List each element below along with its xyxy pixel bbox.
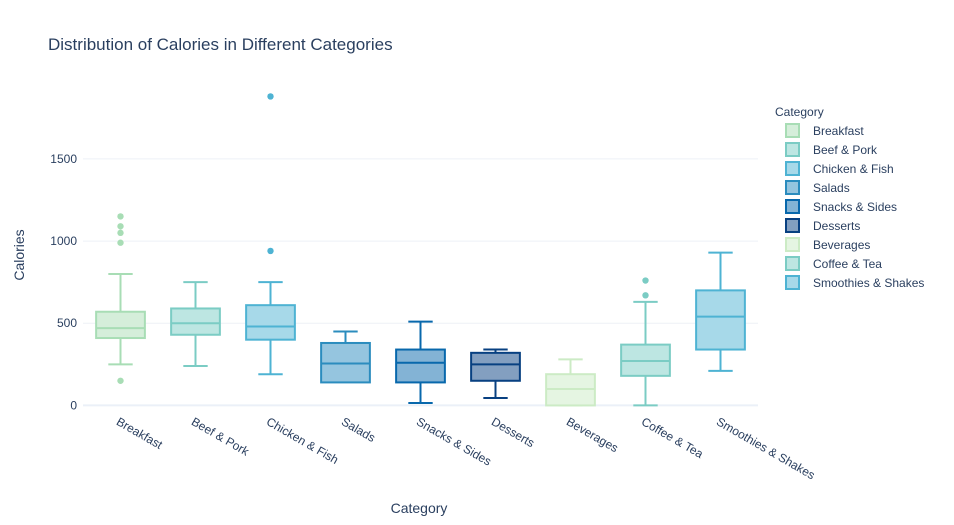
y-tick-label: 500: [57, 316, 77, 330]
legend-label: Coffee & Tea: [813, 257, 882, 271]
outlier-point: [267, 93, 274, 100]
legend-swatch: [785, 199, 800, 214]
box-iqr: [170, 307, 221, 336]
box-beverages: [545, 358, 596, 407]
outlier-point: [117, 223, 124, 230]
legend-swatch: [785, 161, 800, 176]
y-axis-ticks: 0 500 1000 1500: [50, 152, 77, 413]
legend-item: Chicken & Fish: [785, 161, 894, 176]
legend-title: Category: [775, 105, 824, 119]
legend-label: Chicken & Fish: [813, 162, 894, 176]
box-coffee-tea: [620, 277, 671, 407]
boxes: [95, 93, 746, 407]
legend-item: Salads: [785, 180, 850, 195]
outlier-point: [642, 277, 649, 284]
box-chicken-fish: [245, 93, 296, 376]
box-smoothies-shakes: [695, 251, 746, 372]
legend-item: Beef & Pork: [785, 142, 878, 157]
box-iqr: [695, 289, 746, 351]
outlier-point: [117, 229, 124, 237]
chart-title: Distribution of Calories in Different Ca…: [48, 35, 393, 54]
y-tick-label: 1000: [50, 234, 77, 248]
x-tick-label: Coffee & Tea: [639, 414, 706, 461]
outlier-point: [117, 377, 124, 384]
x-tick-label: Breakfast: [114, 414, 165, 452]
box-iqr: [95, 310, 146, 340]
legend-label: Breakfast: [813, 124, 864, 138]
legend-swatch: [785, 256, 800, 271]
legend-label: Smoothies & Shakes: [813, 276, 924, 290]
legend-label: Snacks & Sides: [813, 200, 897, 214]
x-tick-label: Desserts: [489, 414, 537, 450]
legend-item: Beverages: [785, 237, 870, 252]
legend-swatch: [785, 123, 800, 138]
legend-item: Desserts: [785, 218, 860, 233]
legend-swatch: [785, 180, 800, 195]
box-breakfast: [95, 213, 146, 384]
outlier-point: [117, 239, 124, 246]
x-axis-ticks: Breakfast Beef & Pork Chicken & FishSalads…: [114, 414, 817, 482]
box-iqr: [470, 351, 521, 382]
x-tick-label: Snacks & Sides: [414, 414, 494, 468]
legend-swatch: [785, 142, 800, 157]
legend-label: Salads: [813, 181, 850, 195]
x-tick-label: Beverages: [564, 414, 621, 455]
legend-swatch: [785, 275, 800, 290]
legend-item: Snacks & Sides: [785, 199, 897, 214]
box-salads: [320, 330, 371, 384]
y-tick-label: 1500: [50, 152, 77, 166]
outlier-point: [642, 292, 649, 299]
x-axis-title: Category: [391, 500, 448, 516]
x-tick-label: Salads: [339, 414, 378, 444]
outlier-point: [117, 213, 124, 220]
x-tick-label: Chicken & Fish: [264, 414, 341, 466]
legend-item: Breakfast: [785, 123, 864, 138]
box-snacks-sides: [395, 320, 446, 404]
y-axis-title: Calories: [11, 229, 27, 280]
legend-swatch: [785, 218, 800, 233]
legend: Category Breakfast Beef & Pork Chicken & F…: [775, 105, 924, 290]
x-tick-label: Beef & Pork: [189, 414, 252, 459]
outlier-point: [267, 247, 274, 255]
legend-item: Smoothies & Shakes: [785, 275, 924, 290]
box-desserts: [470, 348, 521, 400]
legend-swatch: [785, 237, 800, 252]
y-tick-label: 0: [70, 398, 77, 412]
legend-label: Beverages: [813, 238, 870, 252]
box-beef-pork: [170, 281, 221, 367]
legend-item: Coffee & Tea: [785, 256, 882, 271]
legend-label: Beef & Pork: [813, 143, 878, 157]
box-iqr: [395, 348, 446, 384]
box-iqr: [245, 304, 296, 341]
legend-label: Desserts: [813, 219, 860, 233]
x-tick-label: Smoothies & Shakes: [714, 414, 817, 482]
